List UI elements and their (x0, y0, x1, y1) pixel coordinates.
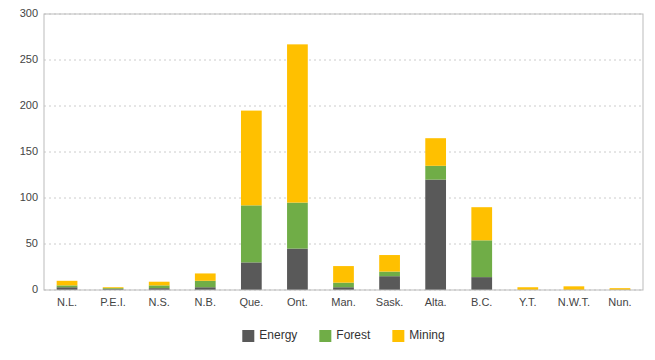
bar-segment (287, 44, 308, 202)
bar-segment (241, 111, 262, 206)
legend: Energy Forest Mining (242, 328, 444, 342)
bar-segment (425, 180, 446, 290)
grid-line (44, 106, 643, 107)
bars (57, 44, 631, 290)
legend-item: Forest (319, 328, 371, 342)
bar-segment (103, 287, 124, 289)
bar-segment (241, 205, 262, 262)
bar-segment (333, 266, 354, 283)
bar-segment (379, 255, 400, 272)
y-tick-label: 0 (32, 283, 38, 295)
x-tick-label: N.S. (148, 296, 169, 308)
bar-segment (333, 283, 354, 288)
y-tick-label: 200 (20, 99, 38, 111)
legend-swatch (392, 330, 404, 342)
legend-item: Mining (392, 328, 444, 342)
bar-segment (103, 288, 124, 290)
bar-segment (287, 203, 308, 249)
legend-label: Forest (336, 328, 371, 342)
grid-line (44, 152, 643, 153)
grid (44, 14, 643, 290)
y-tick-label: 50 (26, 237, 38, 249)
x-tick-label: N.W.T. (558, 296, 590, 308)
bar-segment (425, 138, 446, 166)
bar-segment (379, 272, 400, 277)
legend-label: Energy (259, 328, 297, 342)
x-tick-label: Alta. (425, 296, 447, 308)
grid-line (44, 60, 643, 61)
bar-segment (195, 273, 216, 280)
chart-container: 0 50 100 150 200 250 300 N.L. P.E.I. N.S. N.B. Que.… (0, 0, 655, 360)
bar-segment (425, 166, 446, 180)
x-tick-label: Que. (239, 296, 263, 308)
bar-segment (149, 282, 170, 286)
x-tick-label: Sask. (376, 296, 404, 308)
bar-segment (471, 240, 492, 277)
bar-segment (564, 286, 585, 290)
bar-segment (379, 276, 400, 290)
legend-swatch (242, 330, 254, 342)
x-tick-label: Man. (331, 296, 355, 308)
x-tick-label: P.E.I. (100, 296, 125, 308)
plot-frame (44, 14, 643, 290)
x-tick-label: N.B. (195, 296, 216, 308)
x-tick-label: Y.T. (519, 296, 537, 308)
x-tick-label: B.C. (471, 296, 492, 308)
bar-segment (471, 277, 492, 290)
x-tick-label: Ont. (287, 296, 308, 308)
grid-line (44, 198, 643, 199)
y-tick-label: 300 (20, 7, 38, 19)
y-tick-label: 100 (20, 191, 38, 203)
legend-swatch (319, 330, 331, 342)
bar-segment (287, 249, 308, 290)
grid-line (44, 244, 643, 245)
y-tick-label: 250 (20, 53, 38, 65)
bar-segment (471, 207, 492, 240)
legend-item: Energy (242, 328, 297, 342)
bar-segment (241, 262, 262, 290)
bar-segment (195, 281, 216, 287)
y-tick-label: 150 (20, 145, 38, 157)
chart: 0 50 100 150 200 250 300 N.L. P.E.I. N.S. N.B. Que.… (0, 0, 655, 360)
legend-label: Mining (409, 328, 444, 342)
bar-segment (149, 285, 170, 288)
x-tick-label: Nun. (608, 296, 631, 308)
bar-segment (57, 285, 78, 287)
bar-segment (57, 281, 78, 286)
x-tick-label: N.L. (57, 296, 77, 308)
